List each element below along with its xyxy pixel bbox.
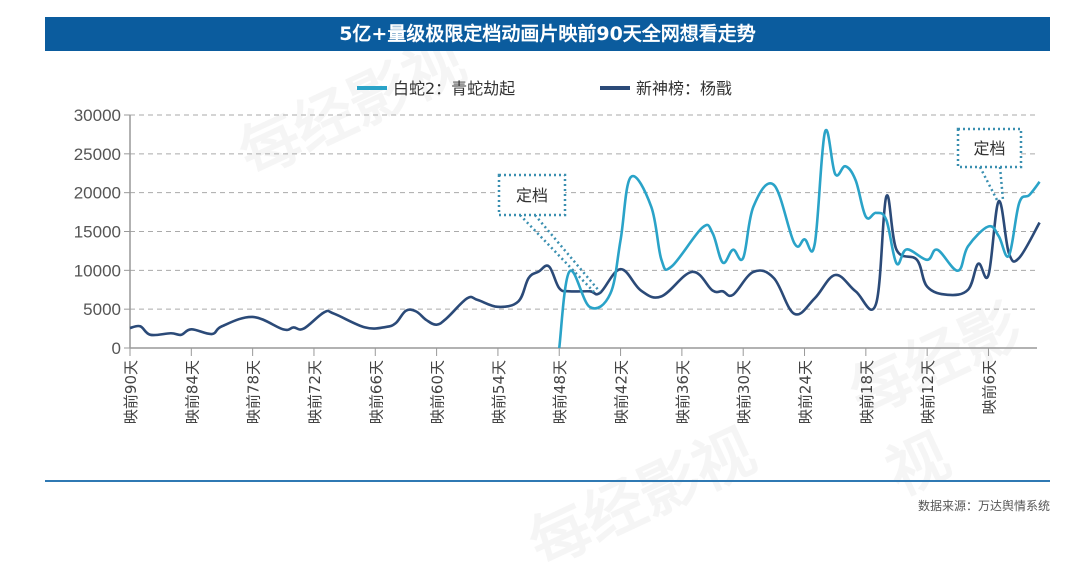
annotation-leader bbox=[520, 215, 594, 292]
x-tick-label: 映前24天 bbox=[797, 360, 815, 424]
x-tick-label: 映前48天 bbox=[551, 360, 569, 424]
x-tick-label: 映前78天 bbox=[245, 360, 263, 424]
series-line-yangjian bbox=[130, 195, 1040, 335]
x-tick-label: 映前60天 bbox=[429, 360, 447, 424]
x-tick-label: 映前54天 bbox=[490, 360, 508, 424]
x-tick-label: 映前12天 bbox=[919, 360, 937, 424]
y-tick-label: 25000 bbox=[74, 145, 121, 164]
y-tick-label: 10000 bbox=[74, 261, 121, 280]
x-tick-label: 映前84天 bbox=[183, 360, 201, 424]
data-source: 数据来源：万达舆情系统 bbox=[918, 497, 1050, 514]
line-chart: 0 5000 10000 15000 20000 25000 30000 映前90天 映前84天… bbox=[0, 0, 1080, 480]
y-tick-label: 0 bbox=[112, 339, 121, 358]
x-tick-label: 映前30天 bbox=[735, 360, 753, 424]
x-tick-label: 映前72天 bbox=[306, 360, 324, 424]
annotation-label: 定档 bbox=[973, 139, 1005, 158]
y-tick-label: 20000 bbox=[74, 184, 121, 203]
y-tick-label: 15000 bbox=[74, 223, 121, 242]
divider bbox=[45, 480, 1050, 482]
x-tick-label: 映前66天 bbox=[367, 360, 385, 424]
x-tick-label: 映前18天 bbox=[858, 360, 876, 424]
legend-label: 新神榜：杨戬 bbox=[636, 79, 732, 98]
annotation-leader bbox=[980, 167, 997, 200]
annotation-label: 定档 bbox=[516, 186, 548, 205]
x-tick-label: 映前90天 bbox=[122, 360, 140, 424]
x-tick-label: 映前6天 bbox=[980, 360, 998, 415]
annotation-leader bbox=[1000, 167, 1003, 200]
y-tick-label: 30000 bbox=[74, 106, 121, 125]
legend-label: 白蛇2：青蛇劫起 bbox=[393, 79, 515, 98]
x-tick-label: 映前36天 bbox=[674, 360, 692, 424]
x-tick-label: 映前42天 bbox=[613, 360, 631, 424]
y-tick-label: 5000 bbox=[83, 300, 121, 319]
